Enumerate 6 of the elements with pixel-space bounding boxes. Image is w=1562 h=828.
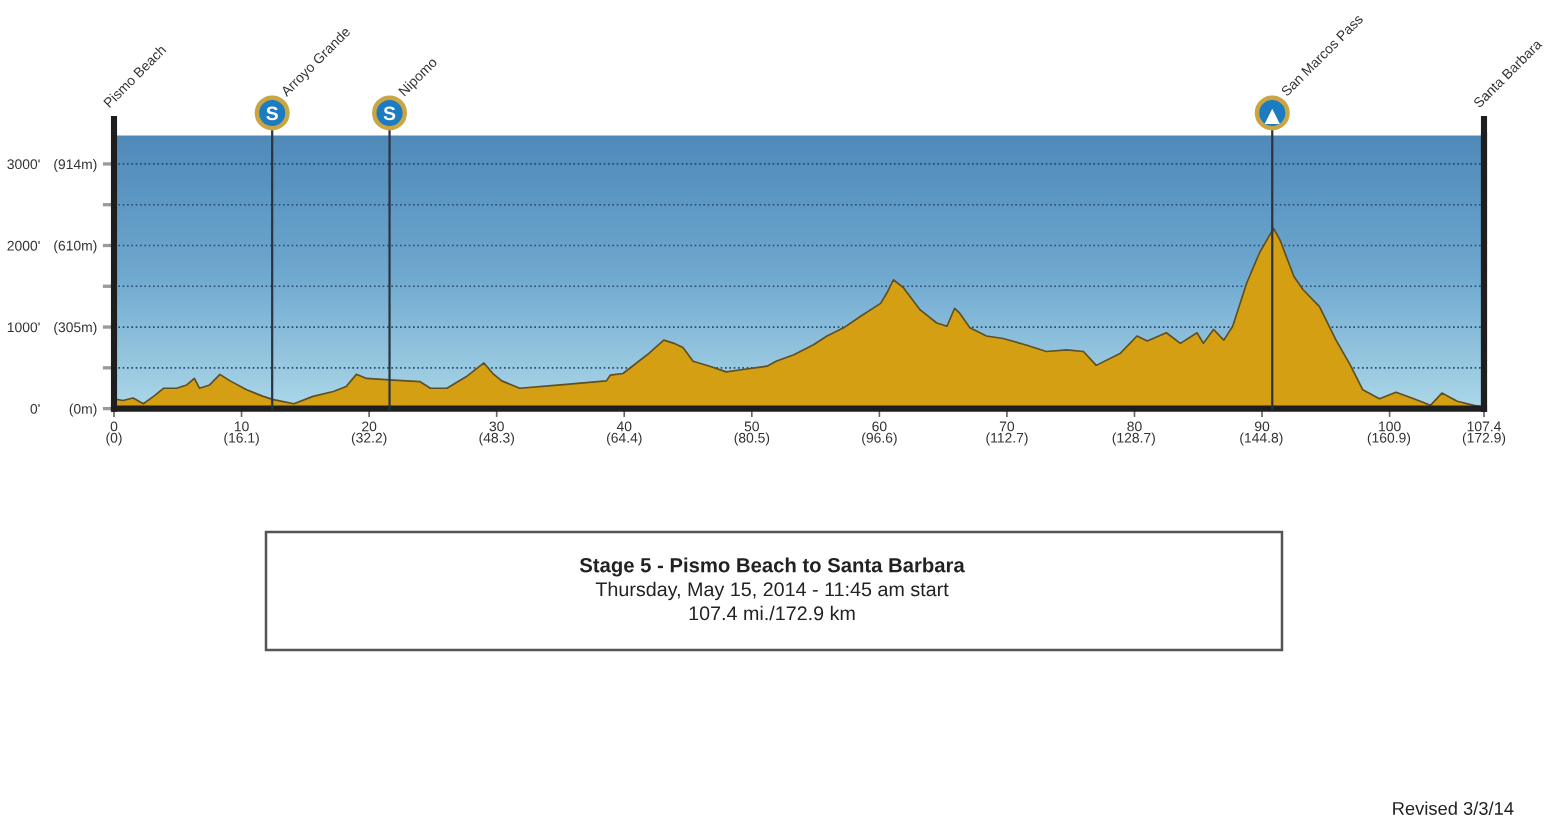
text: Stage 5 - Pismo Beach to Santa Barbara (579, 557, 965, 577)
text: Revised 3/3/14 (1393, 801, 1514, 815)
text: S (266, 106, 278, 121)
text: S (383, 106, 396, 121)
text: 107.4 mi./172.9 km (689, 605, 855, 621)
text: Thursday, May 15, 2014 - 11:45 am start (595, 581, 949, 601)
